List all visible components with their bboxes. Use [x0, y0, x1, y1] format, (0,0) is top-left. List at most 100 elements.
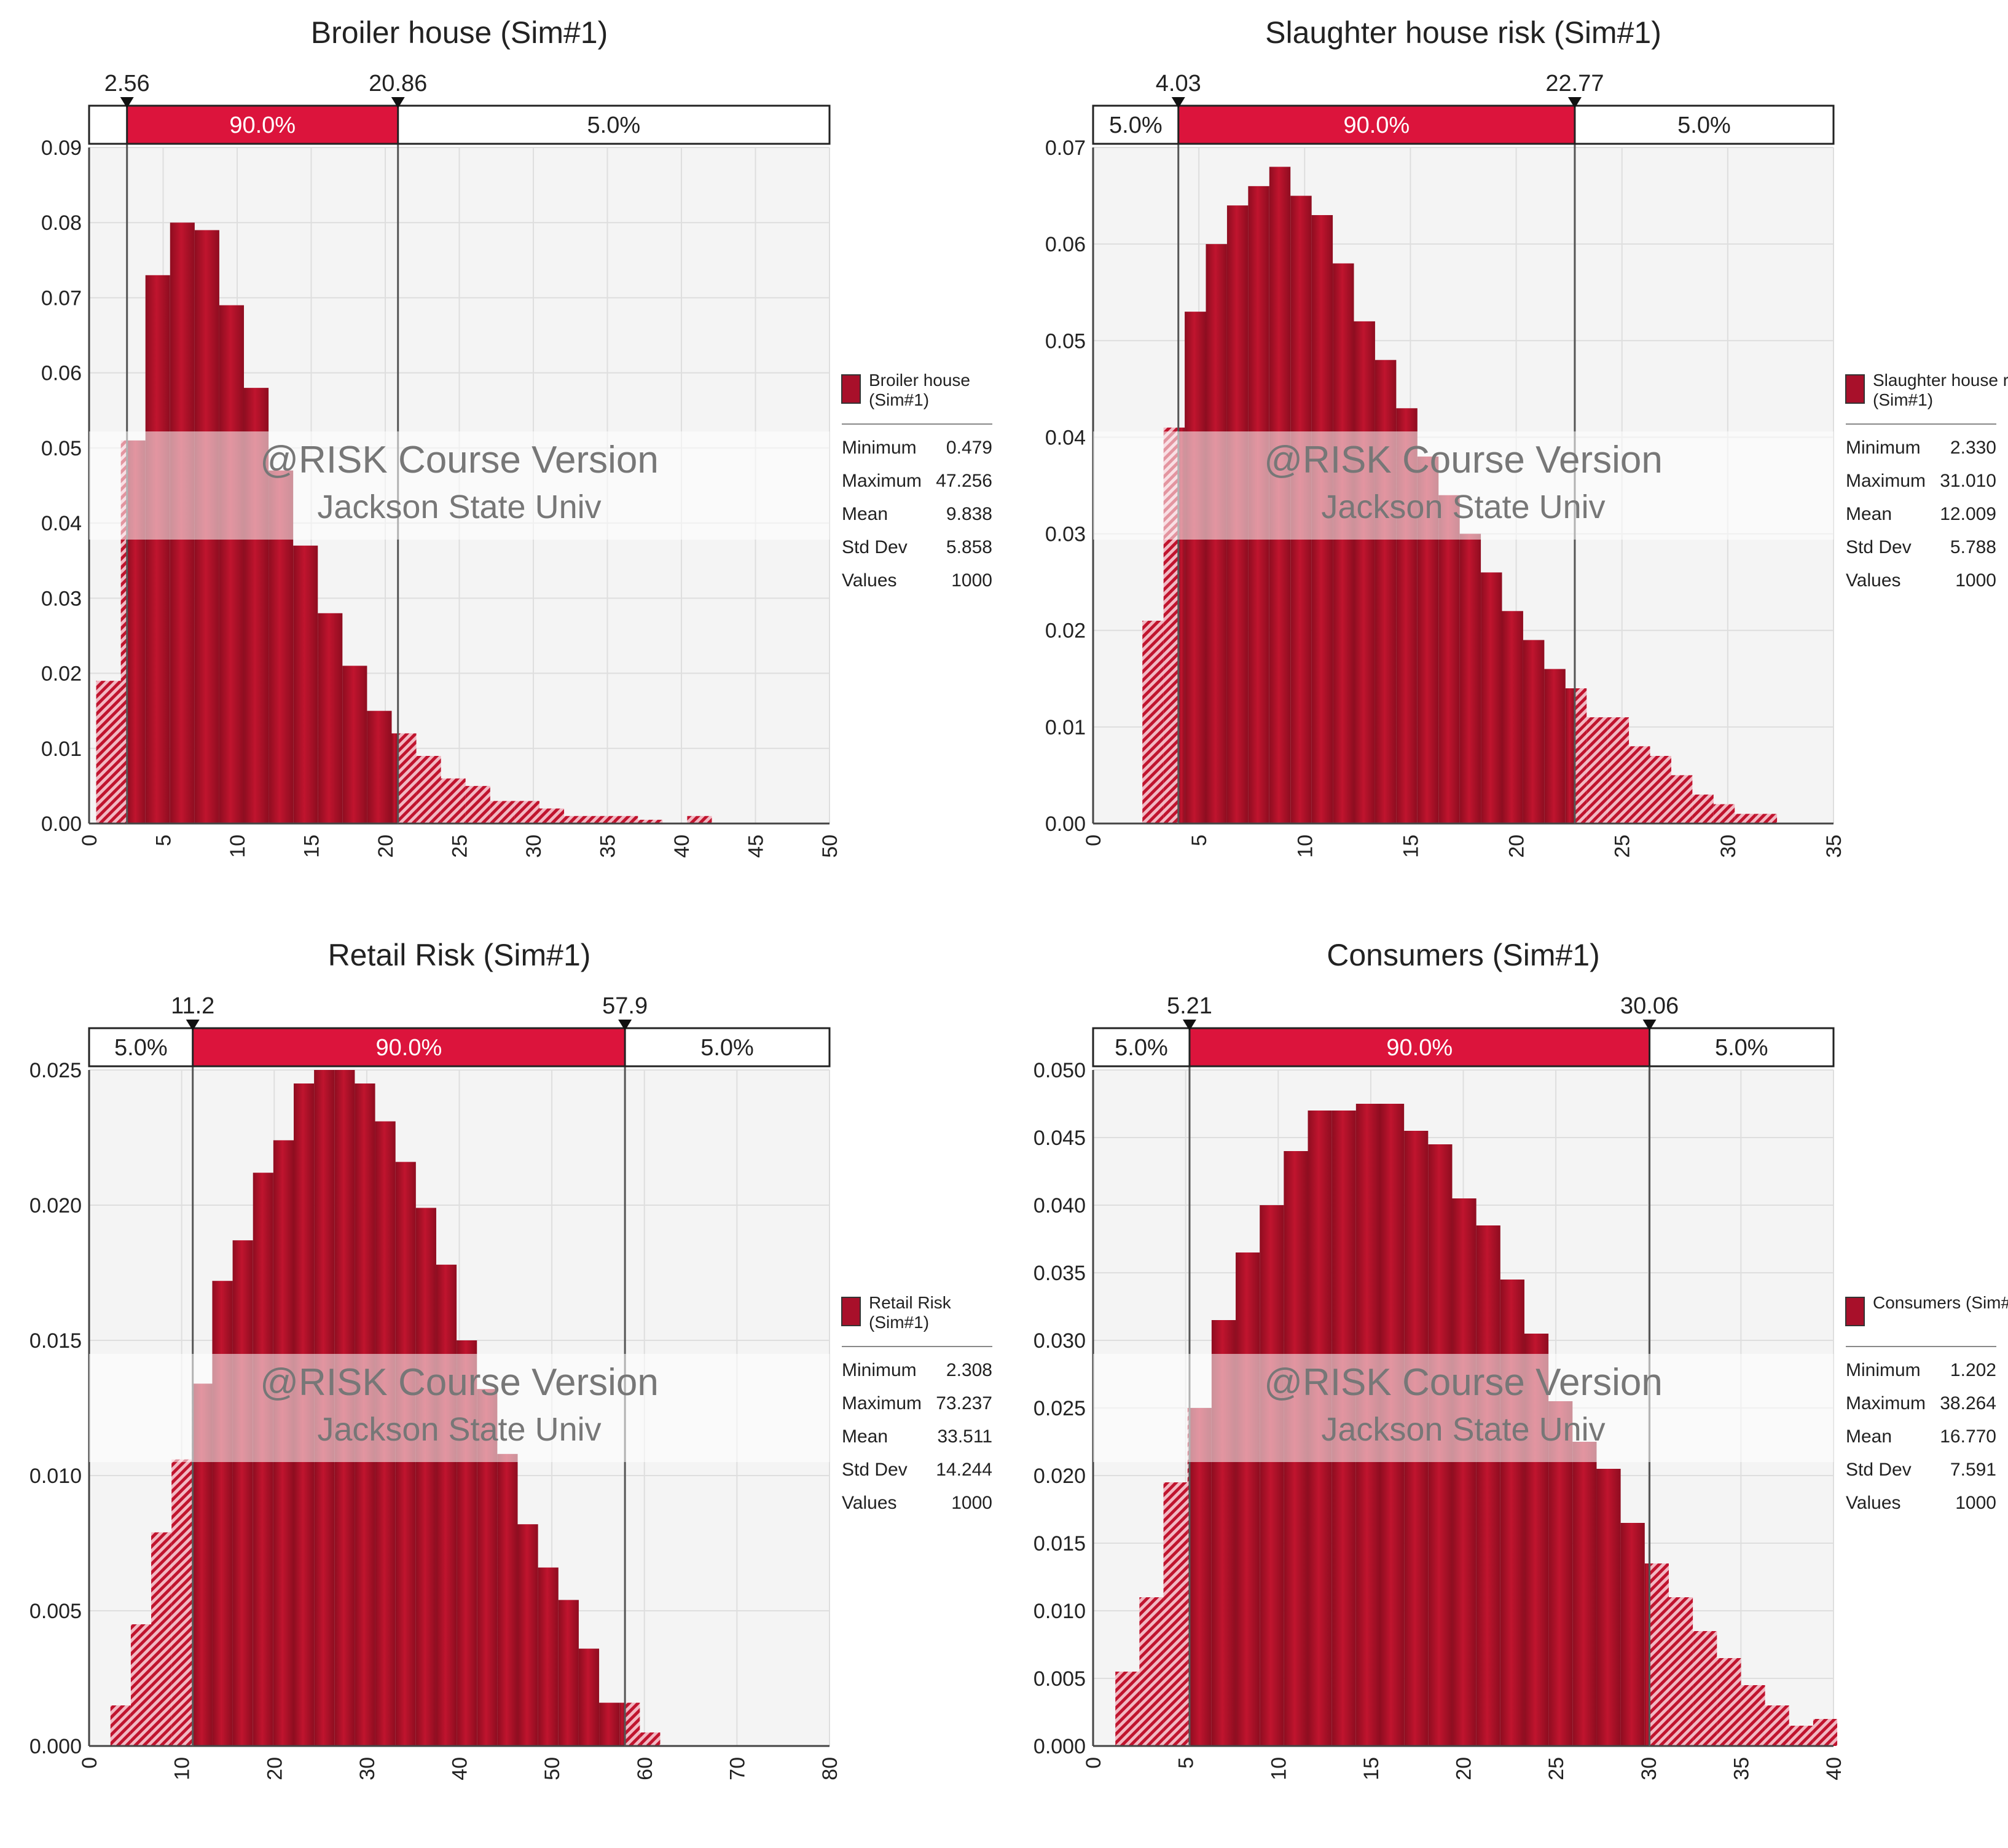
delimiter-marker [1567, 97, 1582, 108]
histogram-chart: Consumers (Sim#1) 0.000 0.005 0.010 0.015 0.0… [1033, 938, 2008, 1780]
histogram-bar [1671, 775, 1693, 824]
legend-stat-label: Values [1846, 1493, 1901, 1513]
histogram-bar [1500, 1280, 1524, 1746]
legend-stat-label: Std Dev [1846, 1460, 1912, 1480]
legend-series-name: Consumers (Sim#1) [1873, 1293, 2008, 1312]
legend-stat-value: 1000 [951, 1493, 992, 1513]
delimiter-marker [120, 97, 134, 108]
x-tick-label: 70 [726, 1757, 749, 1780]
histogram-bar [318, 613, 343, 824]
x-tick-label: 30 [1717, 835, 1740, 858]
histogram-bar [1565, 688, 1575, 824]
delimiter-marker [1182, 1020, 1196, 1031]
legend-stat-label: Values [1846, 570, 1901, 591]
legend-stat-value: 16.770 [1940, 1426, 1996, 1447]
histogram-bar [342, 666, 367, 824]
histogram-bar [145, 275, 170, 824]
y-tick-label: 0.000 [1033, 1735, 1086, 1758]
legend-stat-value: 1000 [951, 570, 992, 591]
histogram-bar [232, 1240, 253, 1746]
y-tick-label: 0.040 [1033, 1194, 1086, 1217]
legend-stat-value: 31.010 [1940, 471, 1996, 491]
watermark-line: Jackson State Univ [1321, 489, 1605, 525]
histogram-chart: Slaughter house risk (Sim#1) 0.00 0.01 0.02… [1045, 15, 2008, 858]
legend-swatch [1845, 374, 1865, 404]
histogram-bar [293, 545, 318, 824]
histogram-bar [640, 1732, 661, 1746]
x-tick-label: 5 [1175, 1757, 1198, 1769]
watermark-line: @RISK Course Version [260, 439, 659, 481]
histogram-bar [1620, 1523, 1645, 1746]
band-middle-label: 90.0% [376, 1035, 442, 1061]
legend-stat-label: Mean [842, 504, 888, 524]
percentile-band-middle [192, 1027, 626, 1068]
legend-stat-value: 33.511 [937, 1426, 992, 1447]
y-tick-label: 0.04 [41, 512, 82, 535]
histogram-bar [1713, 804, 1735, 824]
legend-stat-value: 2.330 [1950, 438, 1996, 458]
x-tick-label: 10 [171, 1757, 194, 1780]
histogram-bar [1115, 1672, 1140, 1746]
legend-stat-label: Mean [1846, 1426, 1892, 1447]
histogram-bar [1755, 814, 1778, 824]
histogram-bar [578, 1648, 600, 1746]
legend-stat-value: 73.237 [936, 1393, 992, 1414]
histogram-bar [110, 1705, 131, 1746]
legend-stat-value: 38.264 [1940, 1393, 1996, 1414]
x-tick-label: 0 [1082, 835, 1105, 846]
histogram-bar [1574, 688, 1587, 824]
histogram-bar [1668, 1597, 1693, 1746]
histogram-bar [490, 801, 515, 824]
legend-stat-label: Values [842, 1493, 897, 1513]
histogram-bar [1572, 1442, 1597, 1746]
x-tick-label: 30 [356, 1757, 379, 1780]
x-tick-label: 45 [745, 835, 768, 858]
histogram-bar [416, 756, 441, 824]
histogram-bar [1607, 717, 1630, 824]
panel-retail-risk: Retail Risk (Sim#1) 0.000 0.005 0.010 0.015 0… [0, 922, 1004, 1845]
histogram-bar [1692, 794, 1714, 824]
histogram-bar [1189, 1408, 1212, 1746]
histogram-bar [1693, 1631, 1717, 1746]
y-tick-label: 0.09 [41, 136, 82, 160]
watermark-band [89, 431, 829, 540]
histogram-bar [613, 816, 638, 824]
histogram-bar [514, 801, 539, 824]
y-tick-label: 0.01 [41, 737, 82, 761]
histogram-bar [1459, 533, 1481, 824]
watermark-band [1093, 1354, 1833, 1462]
histogram-bar [151, 1532, 172, 1746]
histogram-bar [1185, 312, 1206, 824]
x-tick-label: 40 [1822, 1757, 1846, 1780]
x-tick-label: 30 [1637, 1757, 1661, 1780]
histogram-bar [589, 816, 614, 824]
y-tick-label: 0.08 [41, 211, 82, 235]
histogram-bar [1586, 717, 1608, 824]
delimiter-marker [618, 1020, 632, 1031]
panel-consumers: Consumers (Sim#1) 0.000 0.005 0.010 0.015 0.0… [1004, 922, 2008, 1845]
legend-stat-value: 12.009 [1940, 504, 1996, 524]
percentile-band-middle [1188, 1027, 1651, 1068]
legend-stat-value: 47.256 [936, 471, 992, 491]
legend-stat-label: Minimum [842, 438, 917, 458]
delimiter-marker [1642, 1020, 1657, 1031]
x-tick-label: 25 [1611, 835, 1634, 858]
histogram-bar [625, 1702, 640, 1746]
histogram-bar [367, 710, 392, 824]
delimiter-label: 57.9 [602, 993, 648, 1019]
watermark-line: @RISK Course Version [1264, 1361, 1663, 1404]
legend-stat-label: Maximum [1846, 1393, 1926, 1414]
histogram-bar [1765, 1705, 1789, 1746]
delimiter-label: 30.06 [1620, 993, 1679, 1019]
delimiter-label: 5.21 [1167, 993, 1212, 1019]
legend-stat-value: 5.788 [1950, 537, 1996, 557]
x-tick-label: 30 [522, 835, 546, 858]
y-tick-label: 0.07 [1045, 136, 1086, 160]
histogram-bar [1178, 427, 1185, 824]
y-tick-label: 0.01 [1045, 716, 1086, 739]
legend-stat-value: 5.858 [946, 537, 992, 557]
histogram-bar [1789, 1726, 1813, 1746]
delimiter-label: 4.03 [1156, 71, 1201, 96]
legend-series-name: Broiler house (Sim#1) [869, 371, 970, 409]
